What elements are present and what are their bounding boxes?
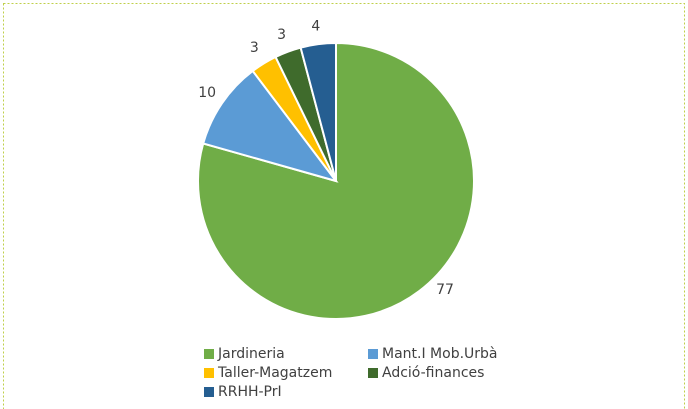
legend-label: RRHH-PrI: [218, 384, 282, 400]
legend-swatch: [368, 368, 378, 378]
data-label: 3: [277, 27, 286, 43]
legend-swatch: [204, 368, 214, 378]
legend-label: Taller-Magatzem: [217, 365, 332, 381]
data-label: 10: [198, 85, 216, 101]
legend-label: Mant.I Mob.Urbà: [382, 346, 498, 362]
legend-label: Adció-finances: [382, 365, 484, 381]
pie-slice: [201, 69, 339, 183]
legend-label: Jardineria: [217, 346, 285, 362]
pie-slice: [197, 41, 475, 320]
data-label: 3: [250, 40, 259, 56]
legend-swatch: [204, 387, 214, 397]
legend-swatch: [368, 349, 378, 359]
frame: [3, 3, 685, 409]
data-label: 4: [311, 18, 320, 34]
data-label: 77: [436, 282, 454, 298]
pie-slice: [299, 41, 337, 182]
legend-swatch: [204, 349, 214, 359]
